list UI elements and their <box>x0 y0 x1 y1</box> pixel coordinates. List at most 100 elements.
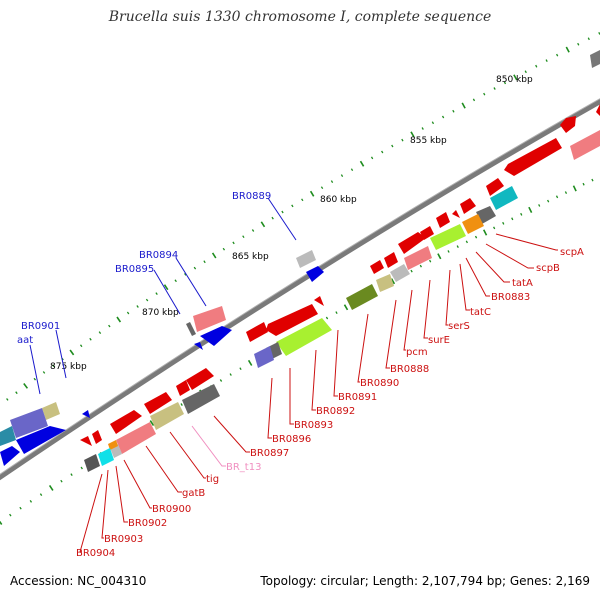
gene-block-pink[interactable] <box>116 422 156 454</box>
minor-tick <box>577 42 580 46</box>
gene-label-aat[interactable]: aat <box>17 335 33 346</box>
gene-block-slate[interactable] <box>254 346 274 368</box>
gene-label-tatc[interactable]: tatC <box>470 307 491 318</box>
minor-tick <box>447 250 450 253</box>
gene-block-grey[interactable] <box>296 250 316 268</box>
gene-block-grey[interactable] <box>390 264 410 282</box>
gene-arrow-blue[interactable] <box>200 326 232 346</box>
gene-label-br0897[interactable]: BR0897 <box>250 448 289 459</box>
minor-tick <box>39 493 43 496</box>
gene-arrow-red[interactable] <box>436 212 450 228</box>
gene-arrow-blue[interactable] <box>82 410 90 418</box>
gene-block-slate[interactable] <box>10 408 48 438</box>
gene-arrow-red[interactable] <box>314 296 324 306</box>
gene-label-scpb[interactable]: scpB <box>536 263 560 274</box>
gene-label-scpa[interactable]: scpA <box>560 247 584 258</box>
gene-label-tata[interactable]: tatA <box>512 278 533 289</box>
minor-tick <box>301 198 304 202</box>
gene-label-br0888[interactable]: BR0888 <box>390 364 429 375</box>
gene-block-teal[interactable] <box>98 448 114 466</box>
gene-arrow-red[interactable] <box>186 368 214 390</box>
gene-label-br0883[interactable]: BR0883 <box>491 292 530 303</box>
gene-label-gatb[interactable]: gatB <box>182 488 205 499</box>
minor-tick <box>493 226 496 230</box>
gene-label-br0891[interactable]: BR0891 <box>338 392 377 403</box>
gene-label-br0896[interactable]: BR0896 <box>272 434 311 445</box>
minor-tick <box>193 266 197 270</box>
gene-label-br0893[interactable]: BR0893 <box>294 420 333 431</box>
gene-arrow-red[interactable] <box>176 380 190 396</box>
gene-block-grey[interactable] <box>182 384 220 414</box>
gene-arrow-red[interactable] <box>452 210 460 218</box>
major-tick <box>309 190 315 197</box>
gene-label-br0902[interactable]: BR0902 <box>128 518 167 529</box>
gene-arrow-blue[interactable] <box>306 266 324 282</box>
gene-label-sure[interactable]: surE <box>428 335 450 346</box>
minor-tick <box>42 371 46 374</box>
gene-block-pink[interactable] <box>570 130 600 160</box>
gene-block-green[interactable] <box>276 318 332 356</box>
gene-arrow-red[interactable] <box>460 198 476 214</box>
gene-block-teal[interactable] <box>0 426 16 446</box>
gene-arrow-blue[interactable] <box>194 342 203 350</box>
gene-label-br0892[interactable]: BR0892 <box>316 406 355 417</box>
major-tick <box>572 185 577 192</box>
gene-arrow-red[interactable] <box>110 410 142 434</box>
gene-block-grey[interactable] <box>590 50 600 68</box>
minor-tick <box>52 364 55 368</box>
gene-label-br0904[interactable]: BR0904 <box>76 548 115 559</box>
minor-tick <box>591 178 594 182</box>
gene-arrow-blue[interactable] <box>0 446 20 466</box>
gene-arrow-red[interactable] <box>504 138 562 176</box>
gene-block-pink[interactable] <box>193 306 226 332</box>
gene-label-sers[interactable]: serS <box>448 321 470 332</box>
gene-arrow[interactable] <box>560 116 576 133</box>
gene-block-orange[interactable] <box>462 214 484 234</box>
gene-label-br0900[interactable]: BR0900 <box>152 504 191 515</box>
gene-arrow-red[interactable] <box>370 260 384 274</box>
gene-arrow-red[interactable] <box>266 304 318 336</box>
inner-tick-ring <box>0 178 594 525</box>
gene-label-pcm[interactable]: pcm <box>406 347 428 358</box>
minor-tick <box>381 150 384 154</box>
gene-label-br0895[interactable]: BR0895 <box>115 264 154 275</box>
minor-tick <box>239 367 242 371</box>
gene-block-khaki[interactable] <box>376 274 394 292</box>
gene-arrow-red[interactable] <box>398 232 426 254</box>
gene-block-orange[interactable] <box>108 440 118 450</box>
gene-label-br0890[interactable]: BR0890 <box>360 378 399 389</box>
gene-label-br-t13[interactable]: BR_t13 <box>226 462 261 473</box>
gene-arrow-blue[interactable] <box>16 426 66 454</box>
major-tick <box>69 349 75 356</box>
gene-label-br0901[interactable]: BR0901 <box>21 321 60 332</box>
gene-block-grey[interactable] <box>84 454 100 472</box>
gene-label-br0889[interactable]: BR0889 <box>232 191 271 202</box>
gene-arrow-red[interactable] <box>420 226 434 240</box>
gene-block-khaki[interactable] <box>150 402 184 430</box>
gene-block-pink[interactable] <box>404 246 432 270</box>
gene-label-br0903[interactable]: BR0903 <box>104 534 143 545</box>
gene-block-olive[interactable] <box>346 284 378 310</box>
gene-block-grey[interactable] <box>476 206 496 224</box>
major-tick <box>116 316 122 323</box>
gene-arrow-red[interactable] <box>486 178 504 196</box>
minor-tick <box>33 377 37 381</box>
kbp-label-855: 855 kbp <box>410 136 447 146</box>
gene-block-khaki[interactable] <box>42 402 60 420</box>
gene-arrow-red[interactable] <box>80 436 92 446</box>
gene-block-teal[interactable] <box>490 186 518 210</box>
footer-stats: Topology: circular; Length: 2,107,794 bp… <box>260 574 590 588</box>
gene-arrow-red[interactable] <box>384 252 398 268</box>
gene-label-tig[interactable]: tig <box>206 474 219 485</box>
minor-tick <box>340 174 344 178</box>
gene-block-grey[interactable] <box>186 322 196 336</box>
gene-arrow-red[interactable] <box>144 392 172 414</box>
minor-tick <box>441 115 445 119</box>
minor-tick <box>79 344 83 348</box>
gene-block-green[interactable] <box>430 224 466 250</box>
gene-arrow-red[interactable] <box>246 322 268 342</box>
gene-arrow-red[interactable] <box>92 430 102 444</box>
gene-label-br0894[interactable]: BR0894 <box>139 250 178 261</box>
gene-arrow[interactable] <box>596 104 600 116</box>
